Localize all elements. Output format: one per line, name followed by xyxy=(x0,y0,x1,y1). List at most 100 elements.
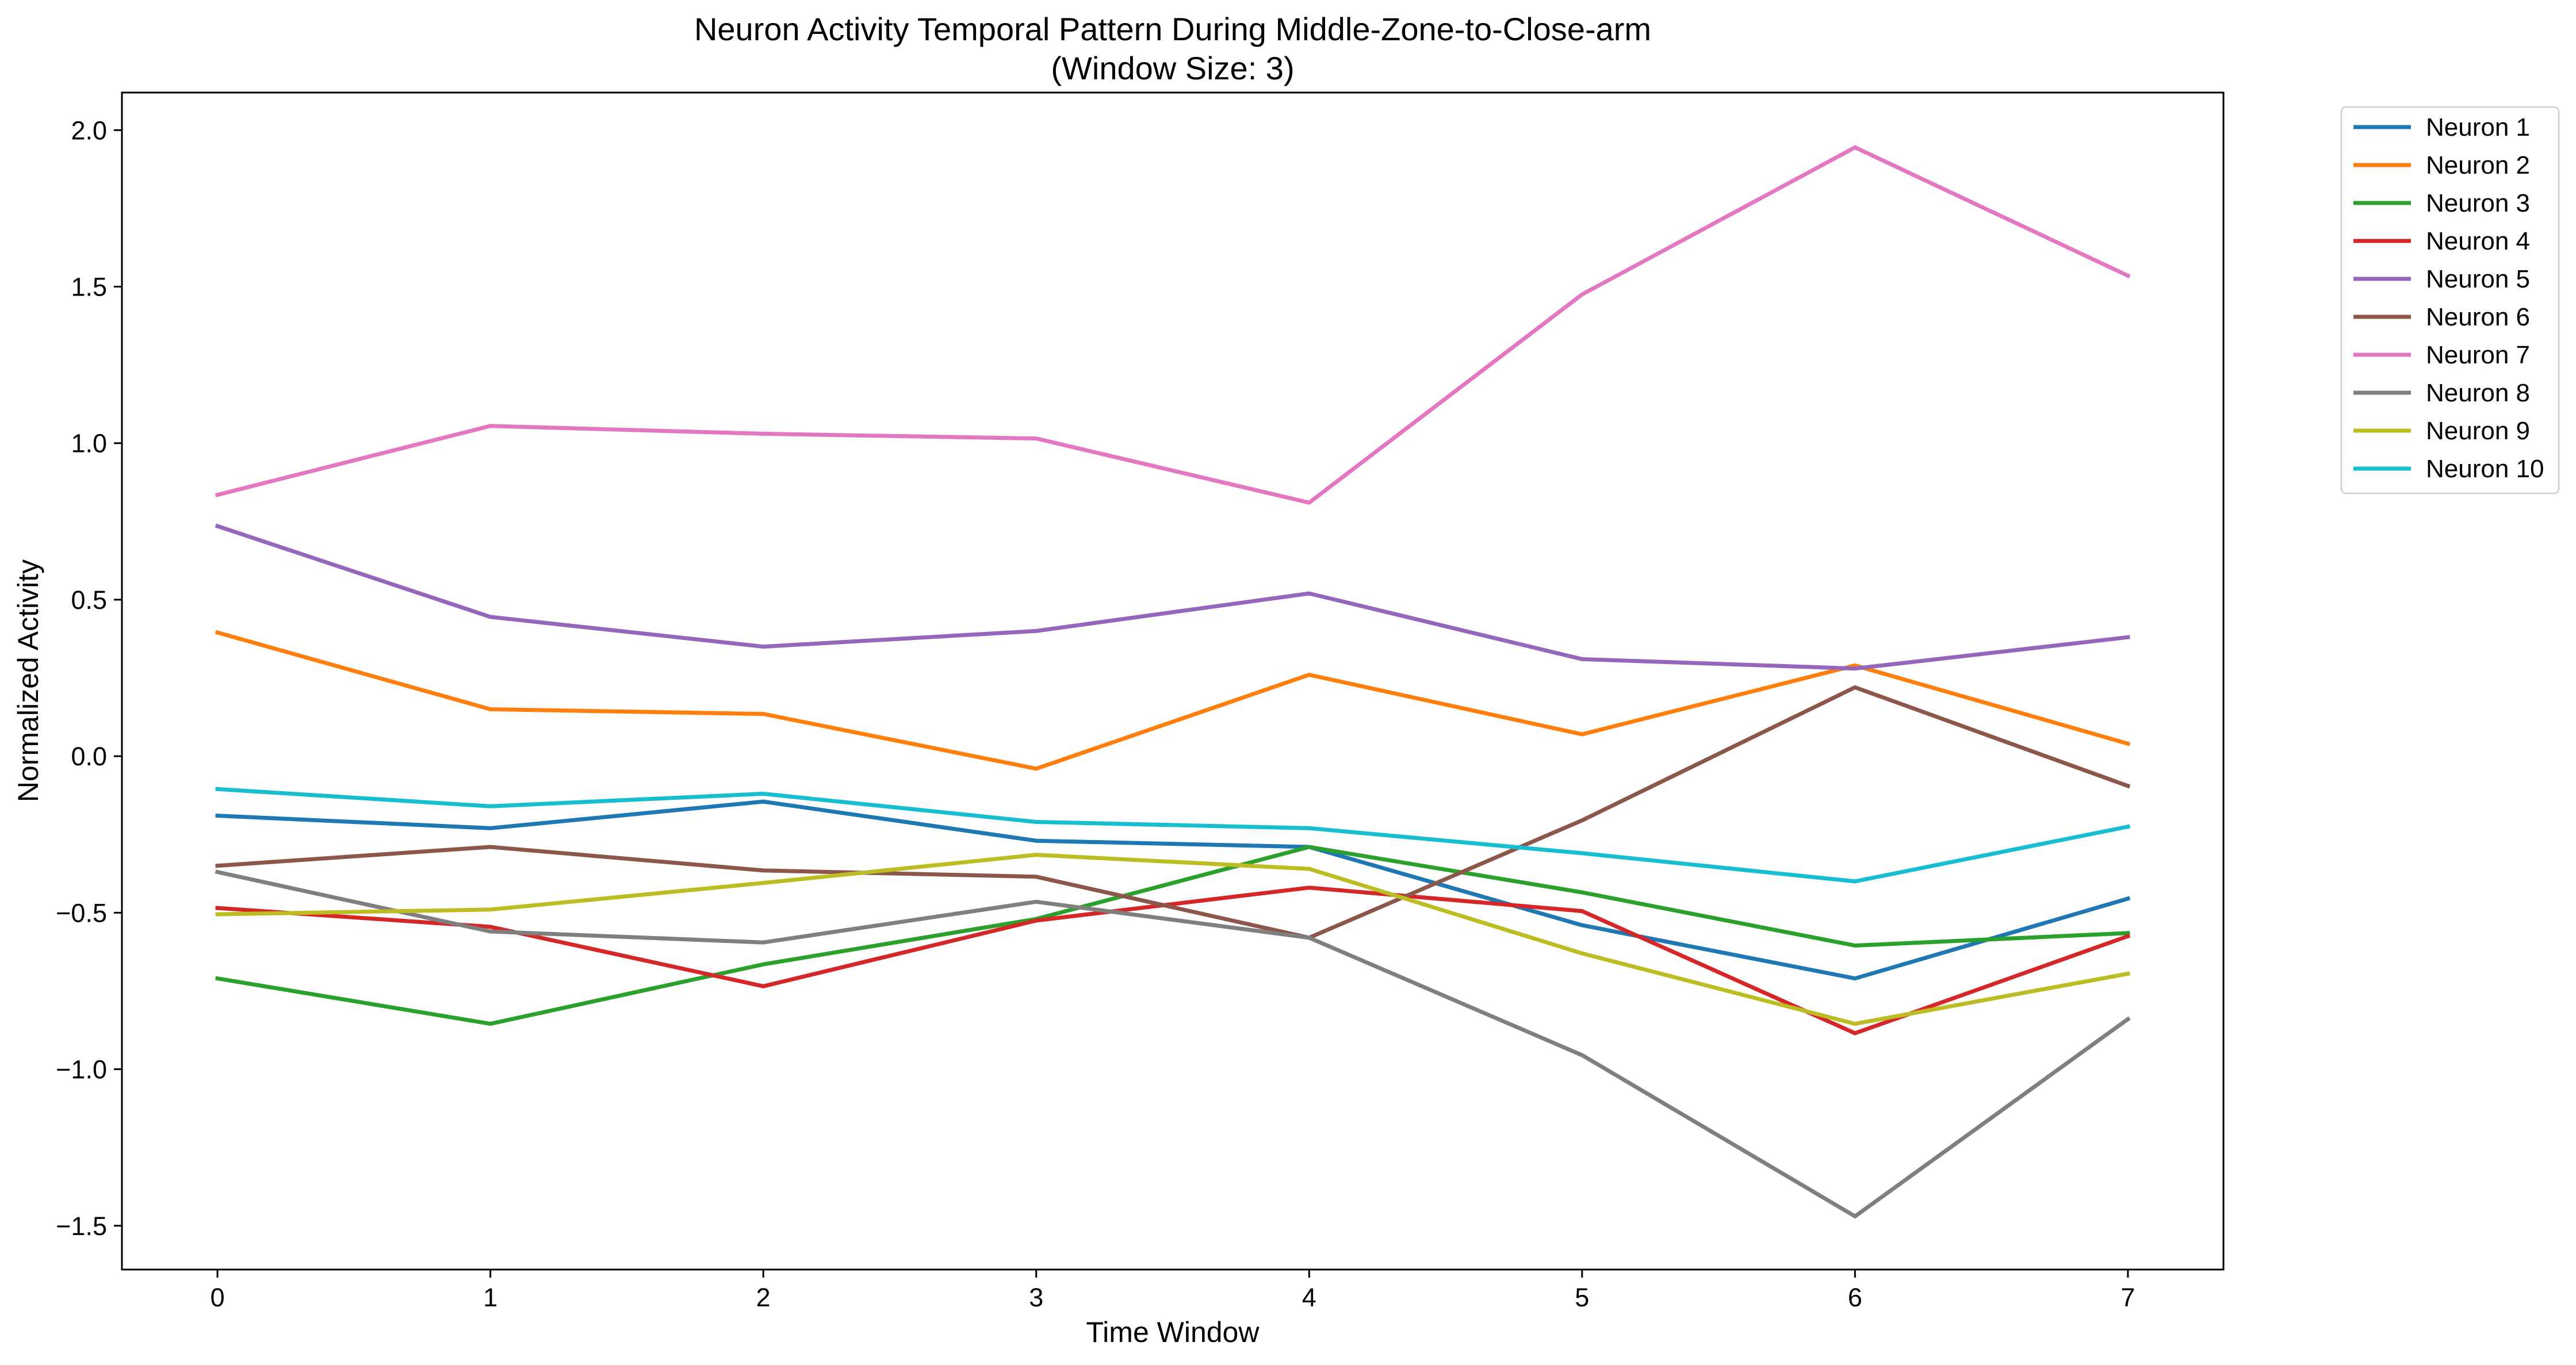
data-point xyxy=(1580,851,1584,856)
x-tick-label: 6 xyxy=(1848,1283,1862,1312)
data-point xyxy=(761,799,765,804)
data-point xyxy=(215,814,220,818)
data-point xyxy=(488,845,493,849)
data-point xyxy=(1034,838,1039,843)
series-1 xyxy=(215,799,2131,981)
data-point xyxy=(1307,673,1311,677)
series-5 xyxy=(215,523,2130,671)
series-line-9 xyxy=(215,853,2130,1026)
data-point xyxy=(1580,732,1584,737)
data-point xyxy=(1580,818,1584,823)
legend-label: Neuron 1 xyxy=(2426,113,2530,141)
series-line-7 xyxy=(215,145,2131,505)
series-line-3 xyxy=(215,845,2130,1026)
data-point xyxy=(1852,976,1857,981)
data-point xyxy=(1580,657,1584,661)
data-point xyxy=(1307,845,1311,849)
data-point xyxy=(1852,666,1857,671)
legend-label: Neuron 5 xyxy=(2426,265,2530,293)
data-point xyxy=(2126,896,2130,901)
x-tick-label: 2 xyxy=(756,1283,771,1312)
legend-label: Neuron 4 xyxy=(2426,227,2530,255)
x-tick-label: 4 xyxy=(1302,1283,1316,1312)
legend-item: Neuron 7 xyxy=(2353,341,2530,369)
legend: Neuron 1 Neuron 2 Neuron 3 Neuron 4 Neuron 5… xyxy=(2340,106,2560,494)
x-tick-label: 5 xyxy=(1575,1283,1589,1312)
series-7 xyxy=(215,145,2131,505)
series-layer xyxy=(215,145,2131,1218)
series-line-5 xyxy=(215,523,2130,671)
data-point xyxy=(488,615,493,619)
data-point xyxy=(1580,890,1584,895)
y-tick-label: 1.0 xyxy=(71,429,107,458)
y-tick-label: −1.5 xyxy=(56,1211,107,1241)
data-point xyxy=(761,962,765,967)
legend-item: Neuron 2 xyxy=(2353,151,2530,179)
data-point xyxy=(1852,145,1857,149)
data-point xyxy=(215,906,220,910)
series-line-1 xyxy=(215,799,2131,981)
y-tick-label: 0.5 xyxy=(71,585,107,615)
data-point xyxy=(761,431,765,436)
data-point xyxy=(1307,591,1311,596)
data-point xyxy=(1852,1022,1857,1026)
data-point xyxy=(1852,1214,1857,1218)
legend-item: Neuron 9 xyxy=(2353,417,2530,445)
x-axis-label: Time Window xyxy=(1086,1316,1260,1348)
data-point xyxy=(761,712,765,716)
data-point xyxy=(1852,685,1857,689)
data-point xyxy=(1307,935,1311,940)
legend-item: Neuron 3 xyxy=(2353,189,2530,217)
data-point xyxy=(1580,951,1584,956)
x-tick-label: 0 xyxy=(210,1283,225,1312)
legend-label: Neuron 3 xyxy=(2426,189,2530,217)
legend-item: Neuron 6 xyxy=(2353,303,2530,331)
data-point xyxy=(1307,826,1311,830)
data-point xyxy=(1034,436,1039,441)
series-line-10 xyxy=(215,787,2131,884)
data-point xyxy=(488,707,493,711)
data-point xyxy=(1034,819,1039,824)
data-point xyxy=(1580,1053,1584,1057)
data-point xyxy=(1580,292,1584,297)
y-tick-label: 1.5 xyxy=(71,273,107,302)
data-point xyxy=(488,929,493,934)
y-axis: 2.0 1.5 1.0 0.5 0.0 −0.5 −1.0 −1.5 xyxy=(56,116,122,1241)
data-point xyxy=(1034,766,1039,771)
x-axis: 0 1 2 3 4 5 6 7 xyxy=(210,1270,2135,1312)
data-point xyxy=(1307,500,1311,505)
legend-items: Neuron 1 Neuron 2 Neuron 3 Neuron 4 Neuron 5… xyxy=(2353,113,2544,483)
data-point xyxy=(488,907,493,912)
data-point xyxy=(488,826,493,830)
x-tick-label: 1 xyxy=(483,1283,497,1312)
data-point xyxy=(215,524,220,528)
data-point xyxy=(2126,273,2130,278)
y-axis-label: Normalized Activity xyxy=(12,559,44,802)
legend-label: Neuron 10 xyxy=(2426,455,2544,483)
data-point xyxy=(2126,741,2130,746)
data-point xyxy=(488,804,493,808)
series-8 xyxy=(215,869,2131,1218)
data-point xyxy=(1580,909,1584,914)
data-point xyxy=(2126,784,2130,788)
y-tick-label: 0.0 xyxy=(71,742,107,771)
data-point xyxy=(761,791,765,796)
data-point xyxy=(2126,825,2130,829)
data-point xyxy=(761,868,765,873)
series-9 xyxy=(215,853,2130,1026)
data-point xyxy=(761,881,765,885)
data-point xyxy=(2126,1017,2130,1021)
series-6 xyxy=(215,685,2131,940)
data-point xyxy=(2126,934,2130,938)
data-point xyxy=(1852,1031,1857,1036)
chart-title: Neuron Activity Temporal Pattern During … xyxy=(694,11,1651,47)
legend-item: Neuron 5 xyxy=(2353,265,2530,293)
series-line-8 xyxy=(215,869,2131,1218)
data-point xyxy=(215,864,220,868)
x-tick-label: 7 xyxy=(2120,1283,2135,1312)
series-2 xyxy=(215,630,2131,771)
legend-label: Neuron 9 xyxy=(2426,417,2530,445)
series-3 xyxy=(215,845,2130,1026)
